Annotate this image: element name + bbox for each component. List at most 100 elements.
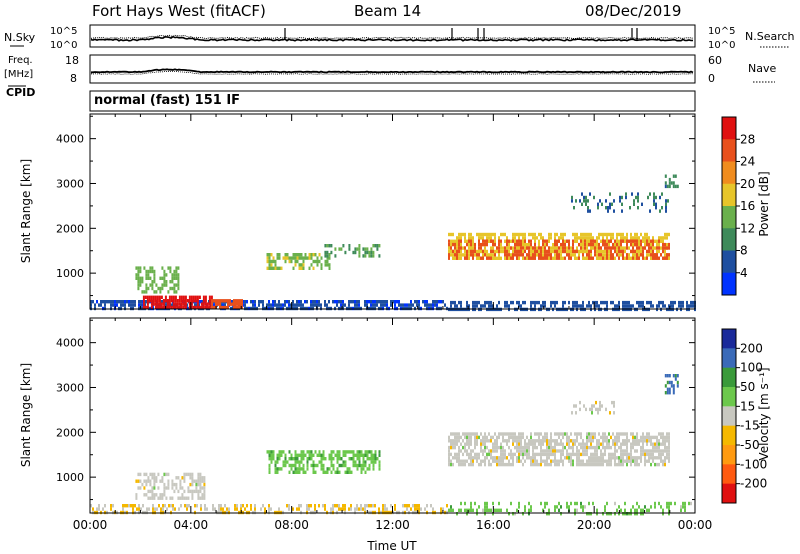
heatmap-cell [690,304,692,308]
heatmap-cell [418,504,420,508]
heatmap-cell [589,407,591,412]
heatmap-cell [498,253,500,257]
heatmap-cell [179,482,182,487]
heatmap-cell [144,295,147,299]
heatmap-cell [620,432,622,436]
heatmap-cell [122,300,124,304]
heatmap-cell [586,236,588,240]
heatmap-cell [456,236,458,240]
heatmap-cell [586,439,588,443]
heatmap-cell [666,452,668,457]
heatmap-cell [636,439,638,443]
heatmap-cell [454,242,456,247]
heatmap-cell [460,462,462,467]
search-tick-top: 10^5 [708,26,735,37]
heatmap-cell [452,239,454,243]
heatmap-cell [456,456,458,460]
heatmap-cell [664,445,666,450]
heatmap-cell [604,459,606,463]
heatmap-cell [203,479,206,483]
heatmap-cell [302,303,304,307]
heatmap-cell [492,246,494,250]
heatmap-cell [356,303,358,307]
heatmap-cell [149,489,152,494]
heatmap-cell [664,246,666,250]
heatmap-cell [98,504,100,508]
heatmap-cell [581,202,583,206]
heatmap-cell [268,300,270,304]
heatmap-cell [614,449,616,453]
heatmap-cell [170,295,173,299]
heatmap-cell [582,445,584,450]
heatmap-cell [666,380,669,385]
heatmap-cell [450,239,452,243]
heatmap-cell [484,232,486,237]
heatmap-cell [332,507,334,511]
heatmap-cell [550,236,552,240]
heatmap-cell [330,507,332,511]
heatmap-cell [644,243,646,247]
sky-noise-panel: N.Sky 10^5 10^0 10^5 10^0 N.Search [4,24,795,51]
heatmap-cell [574,452,576,457]
heatmap-cell [540,452,542,457]
heatmap-cell [618,253,620,257]
heatmap-cell [502,435,504,440]
heatmap-cell [163,482,166,487]
heatmap-cell [330,463,333,468]
heatmap-cell [612,232,614,237]
heatmap-cell [112,504,114,508]
heatmap-cell [544,239,546,243]
heatmap-cell [362,463,365,468]
heatmap-cell [308,453,311,457]
heatmap-cell [522,452,524,457]
colorbar-tick-label: 100 [740,361,763,375]
heatmap-cell [568,435,570,440]
heatmap-cell [546,239,548,243]
heatmap-cell [474,435,476,440]
heatmap-cell [276,457,279,461]
heatmap-cell [374,460,377,464]
heatmap-cell [152,302,155,306]
heatmap-cell [588,253,590,257]
heatmap-cell [484,508,486,512]
heatmap-cell [654,256,656,260]
heatmap-cell [532,449,534,453]
heatmap-cell [576,236,578,240]
heatmap-cell [506,242,508,247]
heatmap-cell [534,456,536,460]
heatmap-cell [266,256,269,260]
heatmap-cell [468,256,470,260]
search-tick-bottom: 10^0 [708,40,735,51]
heatmap-cell [302,450,305,454]
heatmap-cell [324,300,326,304]
heatmap-cell [486,508,488,512]
heatmap-cell [368,504,370,508]
heatmap-cell [270,303,272,307]
heatmap-cell [640,445,642,450]
heatmap-cell [182,302,185,306]
heatmap-cell [586,432,588,436]
heatmap-cell [480,236,482,240]
heatmap-cell [482,459,484,463]
heatmap-cell [582,442,584,446]
colorbar-tick-label: -200 [740,477,767,491]
heatmap-cell [528,256,530,260]
heatmap-cell [110,504,112,508]
heatmap-cell [458,242,460,247]
heatmap-cell [364,504,366,508]
heatmap-cell [630,432,632,436]
heatmap-cell [136,507,138,511]
heatmap-cell [472,243,474,247]
heatmap-cell [360,463,363,468]
heatmap-cell [410,300,412,304]
heatmap-cell [154,299,157,303]
heatmap-cell [158,504,160,508]
heatmap-cell [652,246,654,250]
heatmap-cell [288,504,290,508]
heatmap-cell [208,305,211,310]
heatmap-cell [590,456,592,460]
heatmap-cell [590,459,592,463]
heatmap-cell [604,432,606,436]
heatmap-cell [460,232,462,237]
heatmap-cell [554,439,556,443]
